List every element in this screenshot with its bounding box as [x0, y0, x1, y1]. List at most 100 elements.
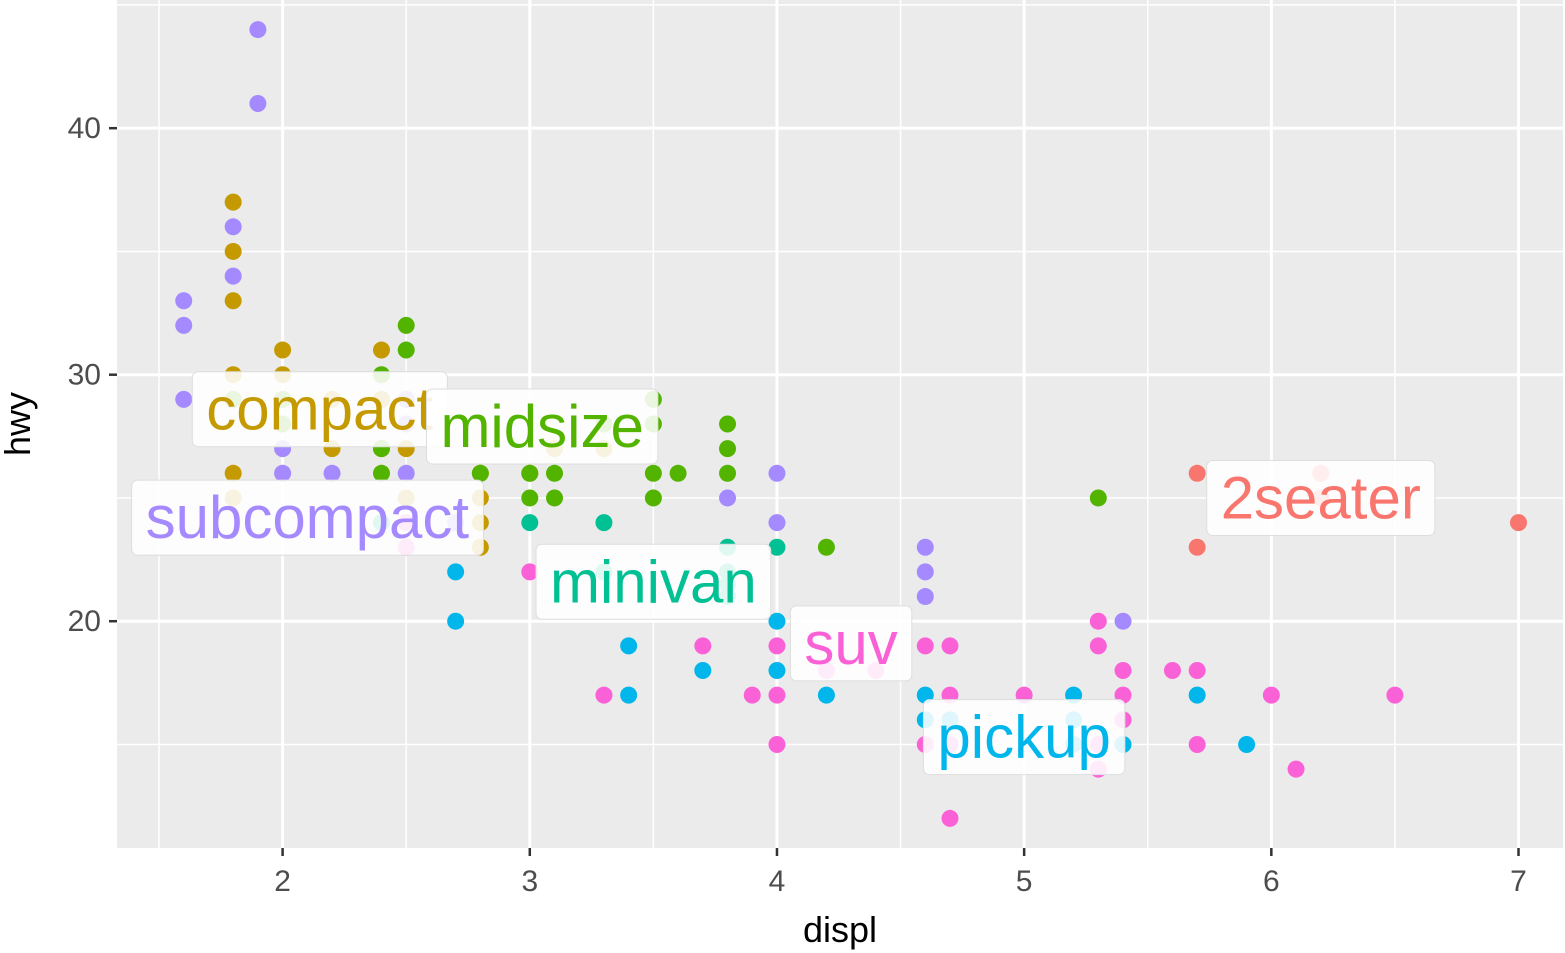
data-point-midsize	[644, 464, 662, 482]
data-point-midsize	[669, 464, 687, 482]
data-point-compact	[224, 193, 242, 211]
x-tick-label: 4	[769, 865, 786, 898]
data-point-midsize	[521, 489, 539, 507]
data-point-2seater	[1188, 464, 1206, 482]
data-point-subcompact	[224, 218, 242, 236]
x-tick-label: 5	[1016, 865, 1033, 898]
data-point-subcompact	[175, 316, 193, 334]
data-point-subcompact	[323, 464, 341, 482]
data-point-suv	[1188, 735, 1206, 753]
y-tick-label: 20	[68, 605, 101, 638]
data-point-subcompact	[175, 292, 193, 310]
class-labels: compact midsize subcompact minivan suv pickup…	[131, 371, 1436, 776]
label-minivan: minivan	[535, 543, 772, 620]
label-pickup: pickup	[922, 699, 1126, 776]
label-text: subcompact	[146, 484, 470, 551]
label-box	[535, 543, 772, 620]
data-point-suv	[1188, 662, 1206, 680]
label-box	[425, 388, 659, 465]
label-subcompact: subcompact	[131, 479, 484, 556]
data-point-suv	[1089, 612, 1107, 630]
data-point-2seater	[1510, 514, 1528, 532]
data-point-midsize	[546, 464, 564, 482]
data-point-compact	[274, 341, 292, 359]
data-point-compact	[372, 341, 390, 359]
data-point-2seater	[1188, 538, 1206, 556]
y-axis-title: hwy	[0, 392, 38, 456]
data-point-subcompact	[768, 464, 786, 482]
label-text: midsize	[440, 393, 643, 460]
data-point-midsize	[546, 489, 564, 507]
data-point-suv	[941, 809, 959, 827]
data-point-suv	[1089, 637, 1107, 655]
data-point-subcompact	[175, 390, 193, 408]
data-point-compact	[224, 464, 242, 482]
label-text: pickup	[937, 704, 1110, 771]
x-tick-label: 7	[1510, 865, 1527, 898]
data-point-pickup	[768, 662, 786, 680]
data-point-suv	[1386, 686, 1404, 704]
data-point-midsize	[719, 440, 737, 458]
data-point-suv	[1163, 662, 1181, 680]
data-point-midsize	[521, 464, 539, 482]
data-point-subcompact	[249, 95, 267, 113]
data-point-subcompact	[719, 489, 737, 507]
y-axis: 20 30 40	[68, 112, 117, 638]
data-point-suv	[694, 637, 712, 655]
data-point-pickup	[694, 662, 712, 680]
data-point-compact	[224, 242, 242, 260]
data-point-suv	[768, 735, 786, 753]
data-point-suv	[521, 563, 539, 581]
x-axis: 2 3 4 5 6 7	[274, 848, 1527, 898]
data-point-pickup	[447, 612, 465, 630]
data-point-pickup	[817, 686, 835, 704]
data-point-midsize	[471, 464, 489, 482]
data-point-suv	[768, 637, 786, 655]
label-midsize: midsize	[425, 388, 659, 465]
data-point-subcompact	[249, 21, 267, 39]
label-text: minivan	[550, 548, 757, 615]
label-box	[131, 479, 484, 556]
x-axis-title: displ	[803, 909, 877, 950]
data-point-suv	[916, 637, 934, 655]
label-box	[789, 605, 913, 682]
data-point-suv	[1287, 760, 1305, 778]
data-point-subcompact	[224, 267, 242, 285]
label-box	[922, 699, 1126, 776]
data-point-suv	[595, 686, 613, 704]
data-point-midsize	[1089, 489, 1107, 507]
data-point-subcompact	[916, 538, 934, 556]
data-point-pickup	[768, 612, 786, 630]
label-compact: compact	[191, 371, 448, 448]
data-point-midsize	[644, 489, 662, 507]
label-text: suv	[804, 610, 897, 677]
data-point-suv	[768, 686, 786, 704]
data-point-midsize	[397, 316, 415, 334]
data-point-subcompact	[274, 464, 292, 482]
data-point-suv	[743, 686, 761, 704]
data-point-midsize	[817, 538, 835, 556]
x-tick-label: 6	[1263, 865, 1280, 898]
label-suv: suv	[789, 605, 913, 682]
data-point-subcompact	[916, 588, 934, 606]
data-point-subcompact	[397, 464, 415, 482]
label-box	[1206, 459, 1436, 536]
data-point-minivan	[768, 538, 786, 556]
data-point-pickup	[1238, 735, 1256, 753]
y-tick-label: 30	[68, 359, 101, 392]
data-point-pickup	[447, 563, 465, 581]
y-tick-label: 40	[68, 112, 101, 145]
data-point-minivan	[595, 514, 613, 532]
label-2seater: 2seater	[1206, 459, 1436, 536]
data-point-subcompact	[1114, 612, 1132, 630]
data-point-minivan	[521, 514, 539, 532]
x-tick-label: 3	[521, 865, 538, 898]
data-point-subcompact	[916, 563, 934, 581]
data-point-midsize	[397, 341, 415, 359]
data-point-pickup	[1188, 686, 1206, 704]
data-point-midsize	[372, 464, 390, 482]
data-point-pickup	[620, 686, 638, 704]
label-text: compact	[206, 376, 433, 443]
data-point-pickup	[620, 637, 638, 655]
